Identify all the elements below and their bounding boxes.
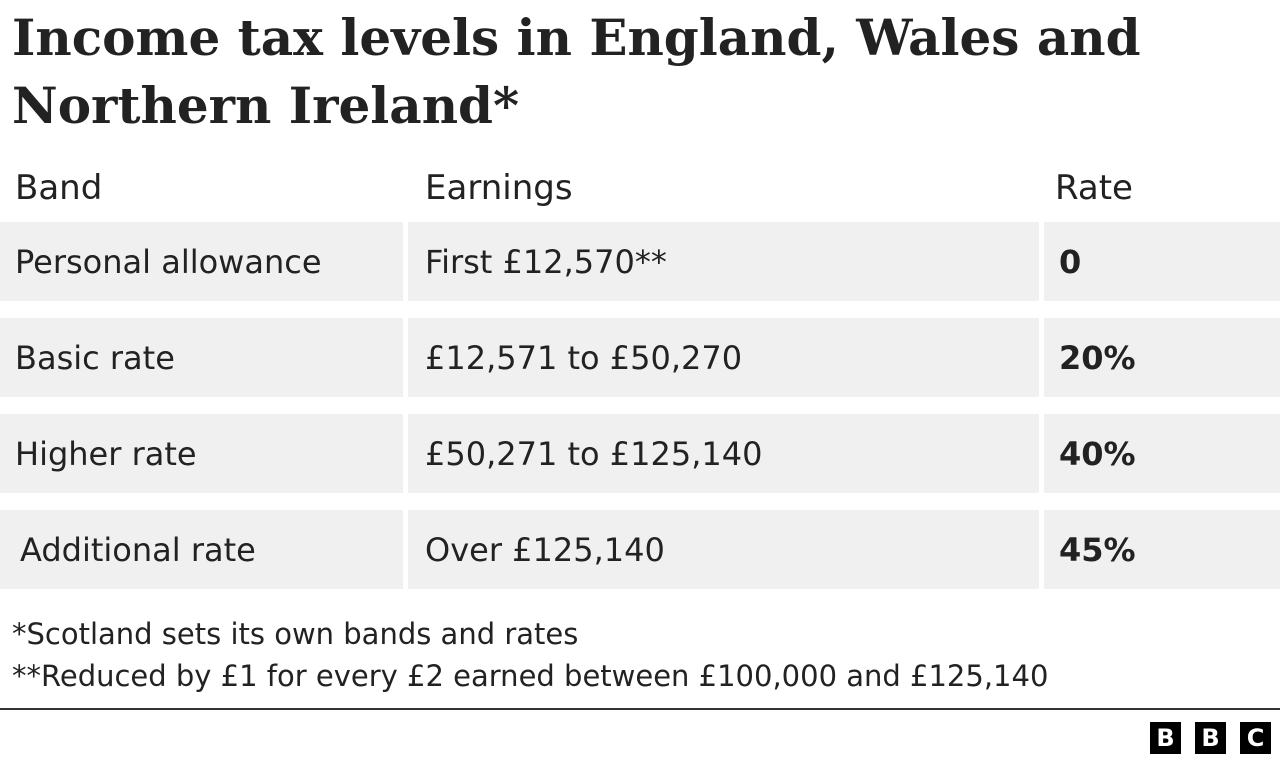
- table-cell: First £12,570**: [408, 222, 1039, 301]
- table-cell: £50,271 to £125,140: [408, 414, 1039, 493]
- column-header: Rate: [1055, 168, 1133, 208]
- table-cell: 0: [1044, 222, 1280, 301]
- divider: [0, 708, 1280, 710]
- footnote: **Reduced by £1 for every £2 earned betw…: [12, 659, 1049, 693]
- table-cell: Additional rate: [0, 510, 403, 589]
- table-cell: Personal allowance: [0, 222, 403, 301]
- logo-letter: C: [1240, 722, 1271, 754]
- footnote: *Scotland sets its own bands and rates: [12, 617, 579, 651]
- table-cell: 20%: [1044, 318, 1280, 397]
- title: Income tax levels in England, Wales and …: [12, 8, 1141, 135]
- table-cell: 40%: [1044, 414, 1280, 493]
- logo-letter: B: [1150, 722, 1181, 754]
- table-cell: 45%: [1044, 510, 1280, 589]
- table-cell: Basic rate: [0, 318, 403, 397]
- logo-letter: B: [1195, 722, 1226, 754]
- column-header: Band: [15, 168, 103, 208]
- table-cell: £12,571 to £50,270: [408, 318, 1039, 397]
- table-cell: Higher rate: [0, 414, 403, 493]
- column-header: Earnings: [425, 168, 573, 208]
- table-cell: Over £125,140: [408, 510, 1039, 589]
